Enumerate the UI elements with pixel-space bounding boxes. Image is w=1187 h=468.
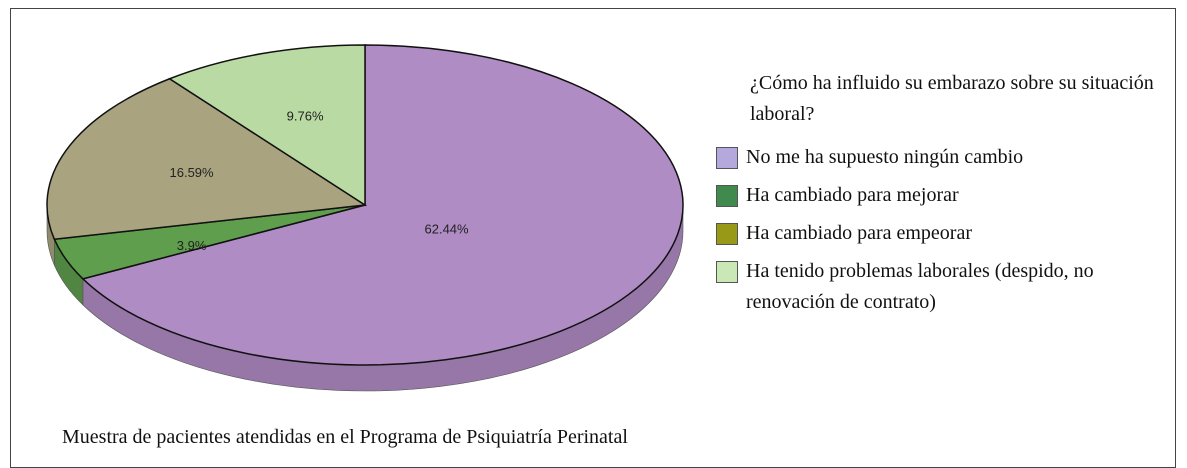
slice xyxy=(46,77,368,241)
legend-label: Ha cambiado para empeorar xyxy=(746,222,972,244)
legend-entry: Ha cambiado para mejorar xyxy=(712,180,1182,211)
slice xyxy=(167,44,366,207)
slice xyxy=(81,44,684,366)
legend-entry: Ha tenido problemas laborales (despido, … xyxy=(712,256,1182,318)
legend-swatch xyxy=(716,261,738,283)
data-label: 9.76% xyxy=(287,109,324,124)
legend-entry: No me ha supuesto ningún cambio xyxy=(712,142,1182,173)
data-label: 62.44% xyxy=(425,221,470,236)
legend-swatch xyxy=(716,223,738,245)
data-label: 3.9% xyxy=(177,238,207,253)
legend-swatch xyxy=(716,185,738,207)
legend-label: Ha tenido problemas laborales (despido, … xyxy=(746,260,1094,313)
data-label: 16.59% xyxy=(170,165,215,180)
legend-label: No me ha supuesto ningún cambio xyxy=(746,146,1024,168)
legend-swatch xyxy=(716,147,738,169)
legend-title: ¿Cómo ha influido su embarazo sobre su s… xyxy=(750,72,1154,125)
legend: ¿Cómo ha influido su embarazo sobre su s… xyxy=(712,68,1182,325)
pie-chart: 62.44% 3.9% 16.59% 9.76% xyxy=(46,44,684,392)
legend-entry: Ha cambiado para empeorar xyxy=(712,218,1182,249)
legend-label: Ha cambiado para mejorar xyxy=(746,184,959,206)
footnote: Muestra de pacientes atendidas en el Pro… xyxy=(62,426,628,448)
